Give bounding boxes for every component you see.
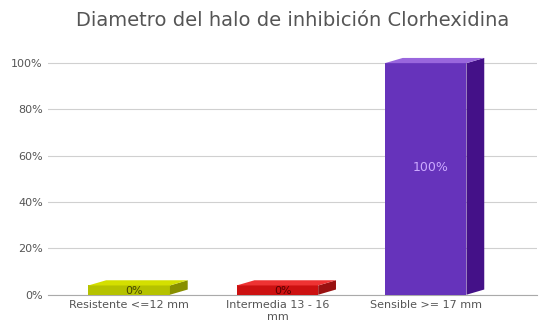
Text: 100%: 100% — [413, 161, 449, 174]
Polygon shape — [88, 285, 170, 295]
Text: 0%: 0% — [274, 286, 292, 296]
Polygon shape — [466, 58, 484, 295]
Polygon shape — [237, 285, 318, 295]
Polygon shape — [318, 280, 336, 295]
Text: 0%: 0% — [125, 286, 143, 296]
Polygon shape — [170, 280, 188, 295]
Polygon shape — [88, 280, 188, 285]
Title: Diametro del halo de inhibición Clorhexidina: Diametro del halo de inhibición Clorhexi… — [76, 11, 509, 30]
Polygon shape — [237, 280, 336, 285]
Polygon shape — [385, 58, 484, 63]
Polygon shape — [385, 63, 466, 295]
